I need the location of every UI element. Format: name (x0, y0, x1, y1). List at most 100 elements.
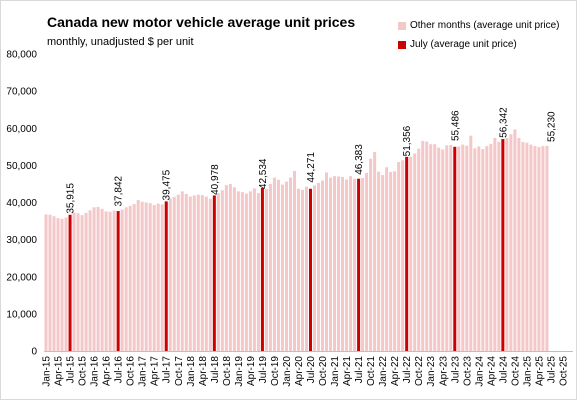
x-tick-label: Jul-16 (114, 356, 125, 384)
bar-month (292, 170, 296, 351)
x-tick-label: Apr-23 (438, 356, 449, 386)
bar-month (76, 213, 80, 351)
x-tick-label: Jul-15 (66, 356, 77, 384)
y-tick-label: 70,000 (6, 87, 37, 98)
y-tick-label: 80,000 (6, 50, 37, 61)
july-value-label: 55,486 (450, 110, 461, 141)
x-tick-label: Jan-17 (138, 356, 149, 387)
bar-month (517, 137, 521, 351)
bar-month (284, 181, 288, 351)
bar-month (228, 183, 232, 351)
bar-month (493, 137, 497, 351)
bar-month (44, 214, 48, 351)
bar-month (541, 146, 545, 351)
bar-month (341, 176, 345, 351)
bar-month (232, 187, 236, 351)
chart-title: Canada new motor vehicle average unit pr… (47, 14, 356, 30)
x-tick-label: Apr-22 (390, 356, 401, 386)
bar-month (353, 178, 357, 351)
bar-month (469, 135, 473, 351)
x-tick-label: Apr-24 (486, 356, 497, 386)
bar-month (132, 203, 136, 351)
legend-label-july: July (average unit price) (410, 39, 517, 50)
legend-swatch-other (398, 21, 406, 30)
bar-month (313, 185, 317, 351)
bar-july (212, 195, 216, 351)
bar-month (317, 182, 321, 351)
bar-month (337, 176, 341, 351)
bar-month (441, 149, 445, 351)
bar-month (144, 202, 148, 351)
bar-month (288, 177, 292, 351)
x-tick-label: Jan-19 (234, 356, 245, 387)
x-tick-label: Oct-16 (126, 356, 137, 386)
bar-month (369, 158, 373, 351)
bar-month (268, 183, 272, 351)
bar-month (365, 172, 369, 351)
bar-month (529, 144, 533, 351)
bar-month (465, 145, 469, 351)
x-tick-label: Oct-15 (78, 356, 89, 386)
bar-month (188, 196, 192, 351)
bar-july (453, 146, 457, 351)
bar-month (108, 211, 112, 351)
bar-month (429, 144, 433, 351)
bar-month (449, 145, 453, 351)
july-value-label: 37,842 (114, 175, 125, 206)
bar-month (437, 147, 441, 351)
x-tick-label: Oct-24 (510, 356, 521, 386)
bar-month (445, 145, 449, 351)
bar-month (300, 189, 304, 351)
bar-month (345, 179, 349, 351)
bar-month (397, 162, 401, 351)
bar-month (296, 188, 300, 351)
x-tick-label: Apr-21 (342, 356, 353, 386)
bar-month (256, 193, 260, 351)
bar-month (321, 180, 325, 351)
bar-month (325, 172, 329, 351)
bar-month (148, 203, 152, 351)
x-tick-label: Oct-19 (270, 356, 281, 386)
bar-month (473, 148, 477, 351)
bar-month (96, 206, 100, 351)
bar-month (64, 217, 68, 351)
bar-july (309, 188, 313, 351)
legend-item-july: July (average unit price) (398, 39, 517, 50)
bar-month (224, 185, 228, 351)
x-tick-label: Oct-25 (558, 356, 569, 386)
july-value-label: 40,978 (210, 164, 221, 195)
bar-july (68, 214, 72, 351)
x-tick-label: Jan-21 (330, 356, 341, 387)
x-tick-label: Apr-18 (198, 356, 209, 386)
bar-month (60, 218, 64, 351)
x-tick-label: Apr-25 (534, 356, 545, 386)
x-tick-label: Oct-17 (174, 356, 185, 386)
bar-month (509, 134, 513, 351)
july-value-label: 42,534 (258, 158, 269, 189)
x-tick-label: Jul-19 (258, 356, 269, 384)
x-tick-label: Jan-23 (426, 356, 437, 387)
bar-month (216, 193, 220, 351)
y-tick-label: 0 (31, 347, 37, 358)
x-tick-label: Jul-20 (306, 356, 317, 384)
bar-month (240, 192, 244, 351)
bar-month (545, 145, 549, 351)
bar-month (128, 205, 132, 351)
bar-month (204, 196, 208, 351)
bar-month (425, 141, 429, 351)
bar-month (244, 193, 248, 351)
x-tick-label: Jul-17 (162, 356, 173, 384)
x-tick-label: Apr-16 (102, 356, 113, 386)
y-tick-label: 40,000 (6, 198, 37, 209)
july-value-label: 44,271 (306, 152, 317, 183)
bar-month (172, 196, 176, 351)
bar-month (361, 178, 365, 351)
bar-month (48, 214, 52, 351)
x-tick-label: Apr-20 (294, 356, 305, 386)
bar-month (333, 176, 337, 351)
x-tick-label: Apr-19 (246, 356, 257, 386)
bar-month (505, 137, 509, 351)
bar-month (248, 191, 252, 351)
